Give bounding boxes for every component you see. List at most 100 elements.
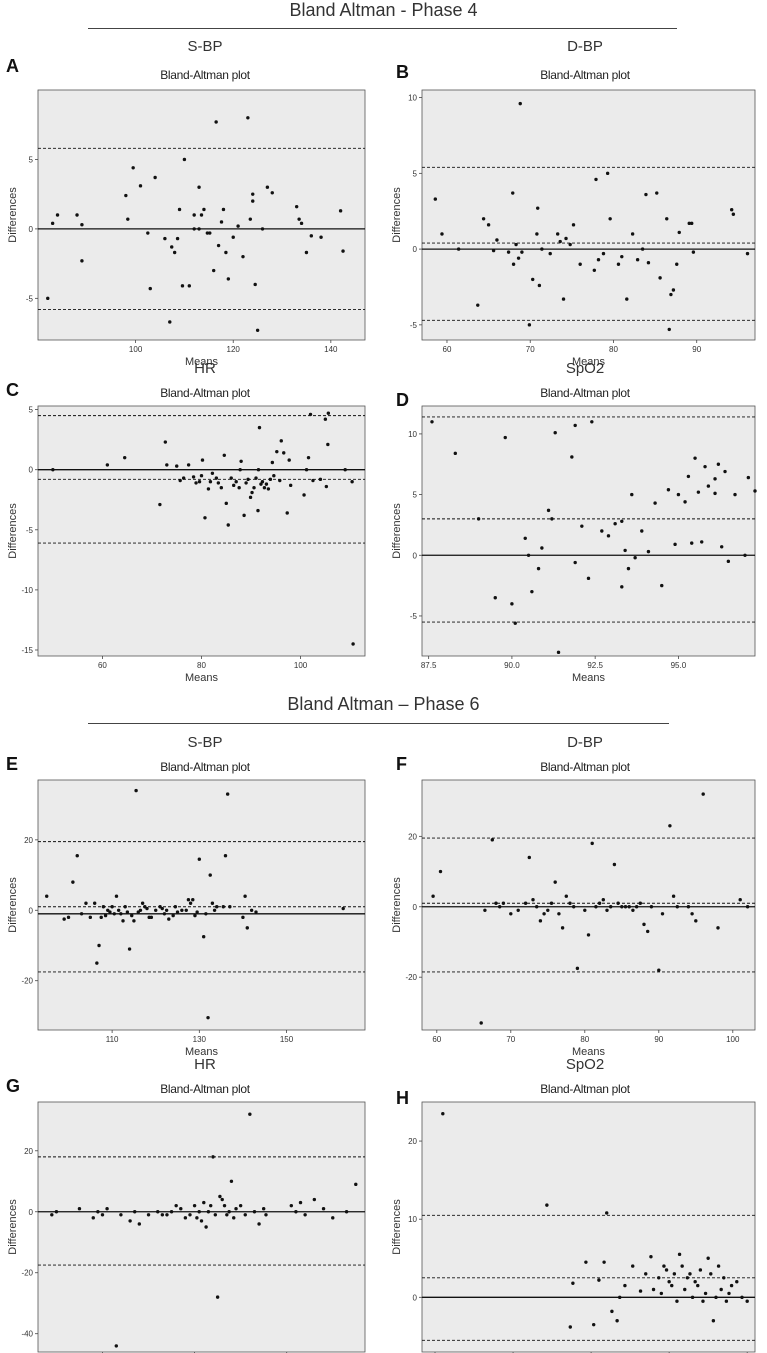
data-point [154, 908, 158, 912]
data-point [535, 232, 539, 236]
data-point [740, 1295, 744, 1300]
data-point [123, 455, 127, 460]
data-point [546, 908, 550, 912]
data-point [580, 524, 584, 528]
data-point [156, 1210, 160, 1214]
x-axis-label: Means [185, 1046, 219, 1058]
panel-e: E S-BP Bland-Altman plot -20 0 20 110 130 150… [0, 728, 370, 1058]
data-point [608, 217, 612, 221]
data-point [545, 1203, 549, 1207]
data-point [675, 262, 679, 266]
y-axis-label: Differences [7, 1199, 19, 1255]
data-point [731, 212, 736, 216]
data-point [184, 908, 188, 912]
data-point [183, 1216, 188, 1220]
data-point [225, 1213, 229, 1217]
x-axis-label: Means [185, 672, 219, 684]
data-point [520, 250, 524, 254]
data-point [282, 451, 286, 455]
x-tick-label: 90.0 [504, 661, 520, 670]
data-point [178, 478, 182, 483]
data-point [199, 213, 204, 217]
data-point [514, 242, 518, 247]
data-point [668, 824, 672, 828]
data-point [229, 1179, 234, 1183]
data-point [694, 919, 698, 923]
data-point [114, 1344, 118, 1348]
data-point [666, 488, 671, 492]
y-tick-label: 0 [29, 1208, 34, 1217]
x-tick-label: 130 [193, 1035, 207, 1044]
data-point [613, 522, 617, 526]
data-point [511, 262, 516, 266]
y-tick-label: 0 [413, 903, 418, 912]
data-point [564, 894, 568, 898]
data-point [287, 458, 291, 462]
x-tick-label: 95.0 [671, 661, 687, 670]
data-point [96, 1210, 100, 1214]
data-point [667, 1279, 671, 1284]
data-point [126, 217, 130, 221]
data-point [80, 223, 84, 227]
data-point [100, 1213, 105, 1217]
bland-altman-plot: -20 0 20 60 70 80 90 100 Means Differences [391, 779, 756, 1058]
data-point [673, 542, 677, 547]
panel-title: S-BP [187, 38, 223, 55]
data-point [506, 250, 511, 254]
data-point [696, 490, 701, 494]
data-point [180, 284, 185, 288]
panel-c: C HR Bland-Altman plot -15 -10 -5 0 5 60 80 100… [0, 354, 370, 684]
panel-subtitle: Bland-Altman plot [160, 760, 250, 774]
data-point [723, 469, 727, 474]
bland-altman-plot: -5 0 5 100 120 140 Means Differences [7, 89, 366, 368]
panel-label: B [396, 62, 409, 82]
data-point [202, 207, 206, 212]
data-point [246, 116, 250, 120]
data-point [54, 1210, 59, 1214]
data-point [616, 262, 621, 266]
data-point [341, 249, 345, 253]
data-point [658, 276, 662, 280]
data-point [128, 1219, 132, 1223]
data-point [625, 297, 629, 301]
data-point [481, 217, 486, 221]
data-point [688, 1272, 692, 1276]
data-point [172, 250, 177, 255]
data-point [583, 908, 587, 912]
data-point [331, 1216, 335, 1220]
data-point [706, 484, 711, 488]
data-point [651, 1287, 656, 1292]
data-point [719, 1287, 723, 1292]
data-point [216, 481, 221, 485]
data-point [572, 905, 576, 909]
plot-area [37, 779, 366, 1031]
data-point [745, 1299, 749, 1303]
data-point [511, 191, 515, 195]
panel-title: D-BP [567, 734, 603, 751]
data-point [602, 1260, 606, 1264]
x-tick-label: 70 [526, 345, 535, 354]
data-point [341, 906, 345, 911]
data-point [321, 1207, 326, 1211]
data-point [260, 227, 265, 231]
y-axis-label: Differences [7, 877, 19, 933]
data-point [306, 455, 311, 460]
data-point [265, 185, 270, 189]
data-point [627, 905, 631, 909]
data-point [145, 906, 149, 911]
data-point [631, 1264, 635, 1268]
y-tick-label: -5 [410, 321, 418, 330]
y-tick-label: -20 [21, 977, 33, 986]
data-point [182, 157, 187, 162]
data-point [252, 486, 256, 490]
data-point [149, 915, 154, 920]
data-point [216, 243, 221, 248]
data-point [713, 477, 717, 481]
data-point [516, 256, 521, 260]
data-point [623, 905, 628, 909]
data-point [241, 915, 245, 920]
data-point [278, 478, 282, 483]
data-point [124, 193, 128, 198]
data-point [228, 905, 232, 909]
data-point [46, 296, 50, 301]
